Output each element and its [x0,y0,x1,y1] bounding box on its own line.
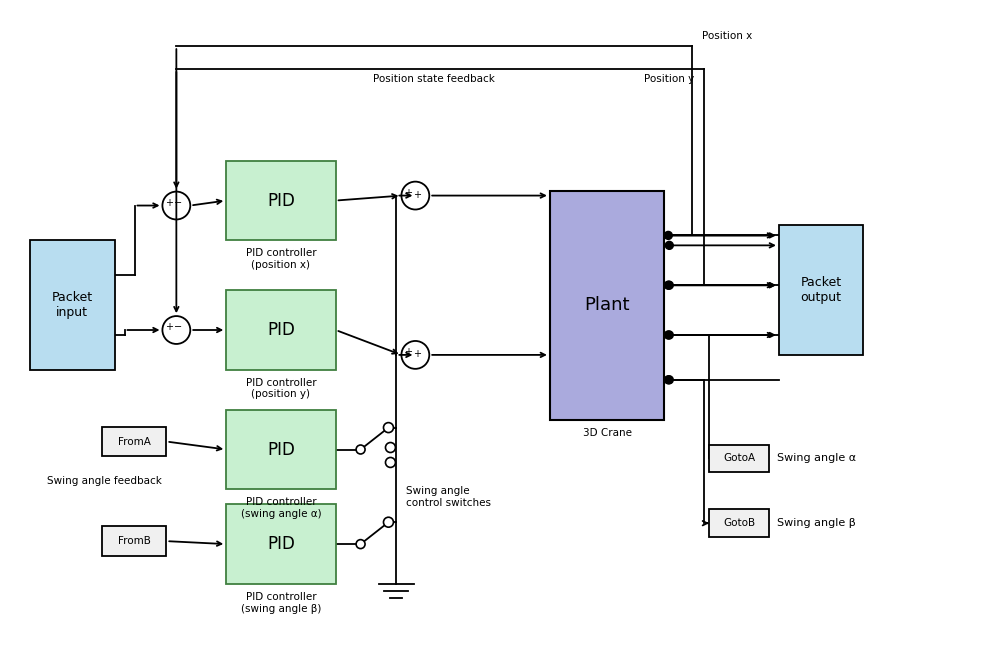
Circle shape [384,422,394,432]
Circle shape [664,376,672,384]
Text: +: + [166,198,173,208]
Circle shape [356,445,365,454]
Circle shape [665,331,673,339]
FancyBboxPatch shape [226,161,336,240]
FancyBboxPatch shape [30,240,115,370]
FancyBboxPatch shape [226,290,336,370]
Circle shape [664,331,672,339]
Text: Swing angle α: Swing angle α [777,454,856,463]
Text: PID controller
(swing angle β): PID controller (swing angle β) [240,592,321,614]
FancyBboxPatch shape [549,191,664,420]
Text: +: + [166,322,173,332]
Circle shape [664,282,672,290]
Text: GotoA: GotoA [723,454,755,463]
Text: PID: PID [267,440,295,459]
Text: FromA: FromA [118,436,151,446]
Text: PID controller
(position x): PID controller (position x) [245,248,316,270]
Text: −: − [174,198,182,208]
Circle shape [356,540,365,548]
Circle shape [664,232,672,240]
Text: Swing angle
control switches: Swing angle control switches [407,486,492,507]
Text: PID controller
(swing angle α): PID controller (swing angle α) [240,497,321,519]
FancyBboxPatch shape [102,426,166,456]
Text: Position x: Position x [702,31,753,41]
Circle shape [386,442,396,452]
Text: PID: PID [267,191,295,210]
FancyBboxPatch shape [102,526,166,556]
FancyBboxPatch shape [709,444,769,472]
Text: GotoB: GotoB [723,518,755,528]
Text: FromB: FromB [118,536,151,546]
Circle shape [163,316,190,344]
Circle shape [163,192,190,220]
Circle shape [665,242,673,250]
Text: +: + [414,189,422,200]
FancyBboxPatch shape [779,226,863,355]
Circle shape [386,457,396,467]
FancyBboxPatch shape [226,504,336,584]
Text: +: + [405,347,413,357]
Text: PID: PID [267,535,295,553]
Text: Position y: Position y [644,74,695,84]
Text: Plant: Plant [584,296,630,314]
Circle shape [402,182,430,210]
Text: Swing angle feedback: Swing angle feedback [47,476,162,487]
Text: Packet
output: Packet output [801,276,841,304]
Text: Swing angle β: Swing angle β [777,518,855,528]
Circle shape [402,341,430,369]
Circle shape [665,282,673,290]
Text: +: + [405,188,413,198]
Text: Packet
input: Packet input [52,291,93,319]
FancyBboxPatch shape [226,410,336,489]
Text: PID controller
(position y): PID controller (position y) [245,378,316,400]
Circle shape [665,376,673,384]
Text: PID: PID [267,321,295,339]
Text: +: + [414,349,422,359]
Text: Position state feedback: Position state feedback [373,74,496,84]
FancyBboxPatch shape [709,509,769,537]
Circle shape [384,517,394,527]
Text: 3D Crane: 3D Crane [582,428,631,438]
Text: −: − [174,322,182,332]
